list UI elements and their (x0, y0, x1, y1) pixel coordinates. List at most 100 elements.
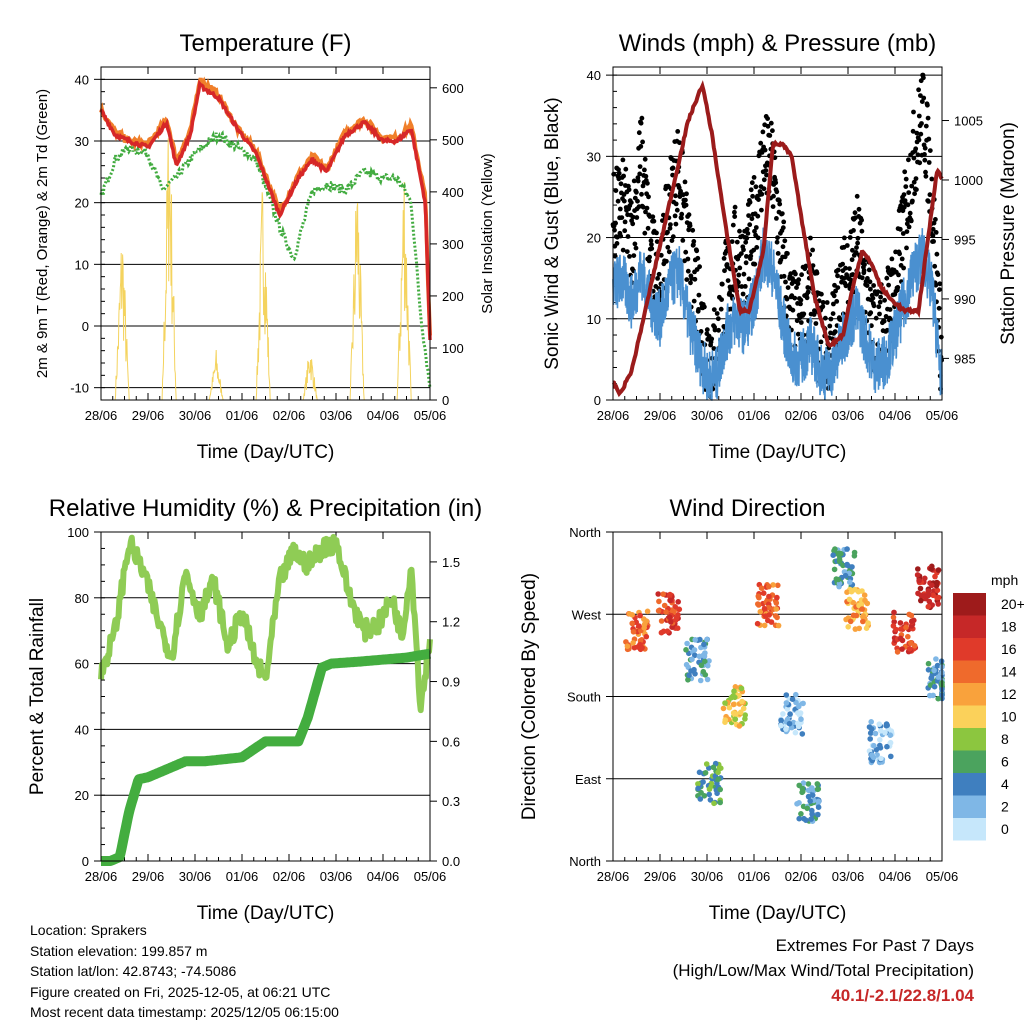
gust-point (635, 198, 640, 204)
gust-point (903, 176, 909, 182)
gust-point (694, 248, 700, 254)
x-tick-label: 01/06 (226, 869, 259, 884)
direction-point (908, 640, 914, 646)
gust-point (862, 262, 867, 267)
direction-point (706, 786, 713, 792)
gust-point (934, 251, 940, 257)
gust-point (691, 239, 697, 244)
direction-point (774, 594, 780, 601)
gust-point (639, 115, 645, 121)
gust-point (871, 283, 876, 288)
gust-point (775, 235, 780, 241)
direction-point (807, 798, 813, 804)
gust-point (635, 178, 641, 184)
gust-point (830, 311, 836, 316)
gust-point (834, 299, 840, 304)
gust-point (752, 228, 757, 234)
gust-point (673, 201, 679, 207)
gust-point (742, 284, 748, 289)
direction-point (789, 696, 796, 702)
direction-point (815, 804, 822, 810)
direction-point (931, 683, 938, 690)
gust-point (783, 279, 788, 285)
gust-point (613, 220, 618, 226)
x-tick-label: 04/06 (879, 869, 912, 884)
direction-point (641, 621, 648, 627)
legend-swatch (953, 683, 986, 706)
gust-point (732, 214, 738, 220)
y-tick-label: 0 (82, 854, 89, 869)
direction-point (852, 626, 859, 632)
chart-title: Wind Direction (669, 495, 825, 522)
x-tick-label: 05/06 (926, 408, 959, 423)
gust-point (645, 180, 650, 186)
direction-point (722, 700, 728, 706)
direction-point (868, 719, 874, 725)
gust-point (741, 247, 746, 253)
direction-point (859, 588, 865, 594)
gust-point (696, 292, 702, 298)
direction-point (831, 566, 838, 573)
gust-point (754, 245, 760, 250)
gust-point (886, 282, 891, 288)
gust-point (844, 243, 850, 248)
gust-point (933, 282, 939, 288)
gust-point (915, 152, 921, 158)
direction-point (696, 653, 703, 660)
gust-point (831, 301, 836, 307)
direction-point (644, 608, 651, 615)
gust-point (721, 256, 727, 261)
gust-point (854, 193, 860, 199)
direction-point (799, 731, 806, 737)
direction-point (928, 674, 935, 681)
gust-point (868, 286, 873, 292)
y-tick-label: North (569, 854, 601, 869)
gust-point (709, 336, 715, 342)
gust-point (859, 217, 864, 223)
gust-point (679, 215, 684, 221)
gust-point (739, 284, 745, 289)
direction-point (798, 811, 804, 817)
plot-border (612, 66, 943, 401)
direction-point (796, 782, 802, 789)
direction-point (905, 633, 911, 640)
y-axis-label: Direction (Colored By Speed) (519, 573, 540, 820)
direction-point (887, 732, 894, 738)
direction-point (700, 779, 706, 785)
gust-point (624, 249, 630, 255)
legend-label: 2 (1001, 799, 1009, 815)
direction-point (664, 628, 671, 634)
direction-point (934, 587, 941, 594)
direction-point (697, 677, 704, 684)
gust-point (792, 295, 798, 301)
direction-point (809, 792, 816, 798)
direction-point (867, 736, 873, 742)
direction-point (925, 660, 932, 667)
gust-point (911, 179, 917, 185)
gust-point (866, 267, 872, 273)
gust-point (730, 222, 736, 228)
legend-label: 8 (1001, 731, 1009, 747)
gust-point (933, 230, 939, 235)
direction-point (844, 561, 850, 568)
direction-point (655, 591, 661, 597)
gust-point (810, 247, 815, 253)
gust-point (932, 263, 938, 269)
direction-point (792, 729, 799, 736)
gust-point (755, 235, 761, 241)
gust-point (938, 334, 944, 340)
gust-point (664, 258, 669, 264)
x-axis-label: Time (Day/UTC) (197, 903, 335, 924)
direction-point (742, 716, 748, 722)
direction-point (676, 606, 683, 613)
gust-point (812, 308, 817, 314)
gust-point (909, 183, 915, 189)
direction-point (851, 553, 858, 559)
legend-label: 10 (1001, 709, 1017, 725)
gust-point (749, 180, 755, 186)
x-tick-label: 02/06 (785, 869, 818, 884)
gust-point (785, 285, 791, 290)
precipitation-line (97, 648, 434, 866)
direction-point (848, 588, 855, 595)
direction-point (674, 625, 681, 631)
